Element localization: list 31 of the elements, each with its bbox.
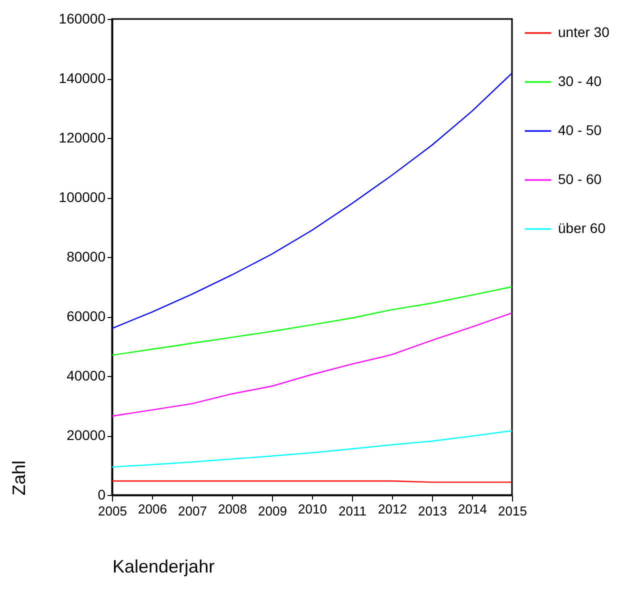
x-tick-label: 2009 <box>258 504 287 518</box>
y-tick-label: 20000 <box>66 427 106 443</box>
y-tick-label: 40000 <box>66 368 106 384</box>
line-series <box>112 286 512 356</box>
y-tick-label: 0 <box>98 486 106 502</box>
legend-label: über 60 <box>558 220 606 236</box>
y-tick-label: 80000 <box>66 248 106 264</box>
y-axis-title: Zahl <box>8 460 29 496</box>
x-tick-label: 2006 <box>138 502 167 516</box>
y-tick-label: 60000 <box>66 308 106 324</box>
y-tick-label: 160000 <box>58 10 106 26</box>
x-tick-label: 2007 <box>178 504 207 518</box>
x-tick-label: 2012 <box>378 502 407 516</box>
line-series <box>112 72 512 329</box>
x-axis-title: Kalenderjahr <box>112 556 215 576</box>
x-tick-label: 2010 <box>298 502 327 516</box>
x-tick-label: 2011 <box>338 504 366 518</box>
line-series <box>112 430 512 468</box>
legend-label: 40 - 50 <box>558 122 602 138</box>
x-tick-label: 2008 <box>218 502 247 516</box>
x-tick-label: 2013 <box>418 504 447 518</box>
line-series <box>112 312 512 417</box>
legend-label: 50 - 60 <box>558 171 602 187</box>
legend-label: 30 - 40 <box>558 73 602 89</box>
y-tick-label: 140000 <box>58 70 106 86</box>
x-tick-label: 2014 <box>458 502 487 516</box>
x-tick-label: 2005 <box>98 504 127 518</box>
y-tick-label: 120000 <box>58 130 106 146</box>
y-tick-label: 100000 <box>58 189 106 205</box>
x-tick-label: 2015 <box>498 504 527 518</box>
legend-label: unter 30 <box>558 24 610 40</box>
